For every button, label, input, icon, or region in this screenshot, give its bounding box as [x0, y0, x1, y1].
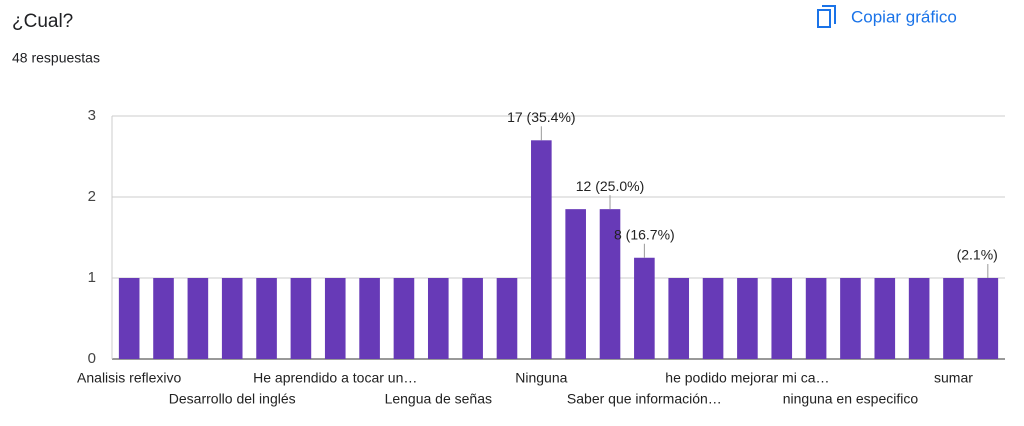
bar — [634, 257, 655, 359]
x-tick-label: He aprendido a tocar un… — [253, 370, 417, 386]
bar — [427, 278, 449, 359]
x-tick-label: Analisis reflexivo — [77, 370, 181, 386]
bar — [874, 278, 896, 359]
bar — [187, 278, 209, 359]
bar — [702, 278, 724, 359]
bar — [324, 278, 346, 359]
annotation: 17 (35.4%) — [507, 109, 575, 125]
x-tick-label: Saber que información… — [567, 391, 722, 407]
bar — [531, 140, 552, 359]
x-tick-label: Desarrollo del inglés — [169, 391, 296, 407]
annotation: 8 (16.7%) — [614, 226, 675, 242]
x-tick-label: ninguna en especifico — [783, 391, 919, 407]
copy-icon — [822, 5, 836, 24]
bar — [977, 278, 999, 359]
bar — [771, 278, 793, 359]
bar — [153, 278, 174, 359]
bar — [256, 278, 277, 359]
x-tick-label: Lengua de señas — [385, 391, 492, 407]
response-count: 48 respuestas — [12, 50, 100, 66]
y-tick-label: 2 — [88, 188, 96, 205]
y-tick-label: 0 — [88, 350, 96, 367]
bar — [359, 278, 380, 359]
annotation: (2.1%) — [957, 247, 998, 263]
bar — [565, 209, 586, 359]
bar — [737, 278, 758, 359]
bar — [462, 278, 483, 359]
question-title: ¿Cual? — [12, 11, 73, 32]
x-tick-label: sumar — [934, 370, 973, 386]
bar — [908, 278, 930, 359]
bar — [599, 209, 621, 359]
copy-button-bg[interactable] — [812, 4, 992, 32]
copy-button[interactable]: Copiar gráfico — [812, 4, 992, 32]
bar — [221, 278, 243, 359]
bar — [290, 278, 312, 359]
bar — [496, 278, 518, 359]
copy-icon — [817, 9, 831, 28]
bar — [118, 278, 140, 359]
bar — [840, 278, 861, 359]
bar — [668, 278, 690, 359]
annotation: 12 (25.0%) — [576, 178, 644, 194]
bar — [393, 278, 415, 359]
copy-button-label[interactable]: Copiar gráfico — [851, 7, 957, 26]
bar — [805, 278, 827, 359]
y-tick-label: 1 — [88, 269, 96, 286]
x-tick-label: Ninguna — [515, 370, 567, 386]
bar — [943, 278, 964, 359]
y-tick-label: 3 — [88, 107, 96, 124]
x-tick-label: he podido mejorar mi ca… — [665, 370, 829, 386]
